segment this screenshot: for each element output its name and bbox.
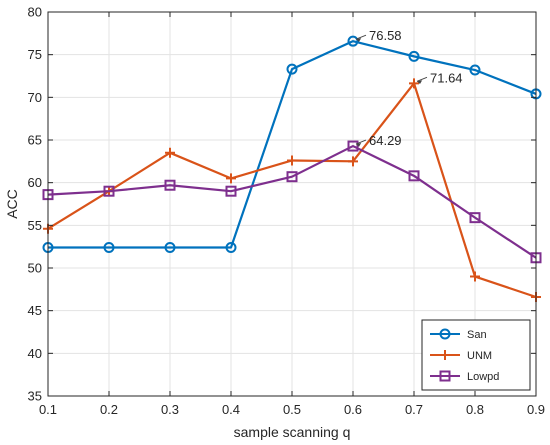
data-point-unm bbox=[409, 78, 419, 89]
data-point-lowpd bbox=[164, 179, 176, 191]
data-point-lowpd bbox=[286, 171, 298, 183]
data-point-lowpd bbox=[469, 212, 481, 224]
value-annotation: 71.64 bbox=[416, 70, 463, 85]
data-point-san bbox=[225, 242, 237, 254]
data-point-san bbox=[103, 242, 115, 254]
data-point-lowpd bbox=[347, 140, 359, 152]
annotations: 76.58 71.64 64.29 bbox=[355, 28, 463, 148]
annotation-label: 64.29 bbox=[369, 133, 402, 148]
annotation-label: 71.64 bbox=[430, 70, 463, 85]
value-annotation: 64.29 bbox=[355, 133, 402, 148]
series-san bbox=[42, 35, 542, 254]
data-point-unm bbox=[165, 147, 175, 158]
data-point-lowpd bbox=[408, 170, 420, 182]
data-point-unm bbox=[348, 156, 358, 167]
y-tick-label: 45 bbox=[28, 303, 42, 318]
series-line-san bbox=[48, 40, 537, 249]
x-axis-title: sample scanning q bbox=[234, 424, 351, 440]
data-point-unm bbox=[470, 271, 480, 282]
y-tick-label: 75 bbox=[28, 47, 42, 62]
series-line-lowpd bbox=[47, 144, 537, 259]
data-point-lowpd bbox=[225, 185, 237, 197]
legend: San UNM Lowpd bbox=[421, 319, 531, 391]
data-point-unm bbox=[287, 155, 297, 166]
x-tick-label: 0.4 bbox=[222, 402, 240, 417]
data-point-san bbox=[408, 50, 420, 62]
y-tick-label: 80 bbox=[28, 5, 42, 20]
x-tick-label: 0.6 bbox=[344, 402, 362, 417]
y-tick-label: 60 bbox=[28, 175, 42, 190]
annotation-arrow bbox=[355, 34, 367, 40]
y-tick-label: 70 bbox=[28, 90, 42, 105]
legend-entry-lowpd: Lowpd bbox=[430, 370, 499, 383]
data-point-san bbox=[286, 63, 298, 75]
legend-entry-unm: UNM bbox=[430, 350, 492, 362]
annotation-arrow-head bbox=[356, 38, 362, 42]
annotation-arrow-head bbox=[417, 80, 423, 85]
data-point-unm bbox=[226, 173, 236, 184]
annotation-arrow bbox=[355, 139, 367, 145]
annotation-arrow-head bbox=[356, 142, 362, 147]
y-tick-label: 55 bbox=[28, 218, 42, 233]
x-tick-label: 0.7 bbox=[405, 402, 423, 417]
x-tick-label: 0.9 bbox=[527, 402, 545, 417]
y-tick-label: 65 bbox=[28, 133, 42, 148]
legend-marker-lowpd bbox=[439, 370, 451, 382]
x-tick-label: 0.2 bbox=[100, 402, 118, 417]
data-point-san bbox=[164, 242, 176, 254]
legend-entry-san: San bbox=[430, 328, 487, 341]
annotation-label: 76.58 bbox=[369, 28, 402, 43]
data-point-san bbox=[469, 64, 481, 76]
legend-label-san: San bbox=[467, 329, 487, 341]
x-tick-label: 0.1 bbox=[39, 402, 57, 417]
value-annotation: 76.58 bbox=[355, 28, 402, 43]
annotation-arrow bbox=[416, 76, 428, 82]
legend-marker-san bbox=[439, 328, 451, 340]
y-axis-title: ACC bbox=[4, 189, 20, 219]
x-tick-label: 0.3 bbox=[161, 402, 179, 417]
data-point-lowpd bbox=[103, 185, 115, 197]
y-tick-label: 35 bbox=[28, 389, 42, 404]
data-point-san bbox=[347, 35, 359, 47]
x-tick-label: 0.8 bbox=[466, 402, 484, 417]
y-tick-label: 50 bbox=[28, 261, 42, 276]
axis-ticks: 0.1 0.2 0.3 0.4 0.5 0.6 0.7 0.8 0.9 35 40 45 50 55 60 6… bbox=[28, 5, 546, 418]
legend-label-unm: UNM bbox=[467, 350, 492, 362]
legend-label-lowpd: Lowpd bbox=[467, 371, 499, 383]
x-tick-label: 0.5 bbox=[283, 402, 301, 417]
y-tick-label: 40 bbox=[28, 346, 42, 361]
legend-marker-unm bbox=[440, 350, 450, 360]
